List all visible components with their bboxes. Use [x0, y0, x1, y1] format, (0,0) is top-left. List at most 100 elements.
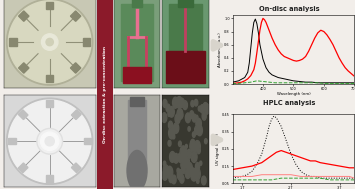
Circle shape [197, 125, 202, 136]
Y-axis label: Absorbance (a.u.): Absorbance (a.u.) [218, 32, 222, 67]
Circle shape [42, 34, 58, 50]
Circle shape [182, 157, 186, 164]
Circle shape [196, 118, 201, 129]
Circle shape [175, 114, 180, 124]
Circle shape [187, 149, 191, 158]
Circle shape [187, 156, 189, 160]
Circle shape [195, 163, 200, 170]
Bar [178, 0, 193, 7]
Circle shape [176, 97, 182, 108]
Bar [132, 0, 142, 7]
Circle shape [194, 99, 198, 106]
Circle shape [187, 169, 190, 173]
Circle shape [162, 170, 168, 180]
Circle shape [185, 169, 190, 178]
Circle shape [198, 106, 201, 111]
Circle shape [178, 153, 183, 162]
Circle shape [191, 168, 197, 181]
Circle shape [163, 161, 166, 166]
Circle shape [192, 142, 197, 152]
Circle shape [9, 1, 91, 83]
Circle shape [170, 153, 175, 162]
Bar [18, 110, 28, 120]
Bar [71, 110, 81, 120]
Bar [124, 67, 151, 83]
Bar [18, 11, 29, 21]
Circle shape [177, 108, 183, 120]
Circle shape [182, 165, 186, 173]
Circle shape [46, 38, 53, 46]
Circle shape [202, 112, 206, 120]
Circle shape [170, 152, 175, 162]
Circle shape [169, 127, 175, 139]
Circle shape [190, 141, 196, 152]
Bar [9, 38, 17, 46]
Bar [70, 11, 81, 21]
Bar [18, 63, 29, 73]
Circle shape [188, 127, 190, 131]
Circle shape [168, 112, 170, 116]
Circle shape [192, 168, 195, 174]
Circle shape [180, 113, 183, 118]
Circle shape [179, 154, 183, 162]
Circle shape [177, 170, 183, 180]
Circle shape [173, 97, 178, 108]
Circle shape [180, 175, 184, 183]
Circle shape [127, 150, 147, 189]
Circle shape [203, 102, 208, 113]
Bar [130, 97, 144, 106]
Bar [46, 75, 53, 82]
Circle shape [183, 101, 187, 110]
Circle shape [186, 162, 192, 174]
Circle shape [177, 168, 179, 173]
Bar [71, 163, 81, 173]
Circle shape [168, 140, 171, 146]
Circle shape [191, 101, 194, 107]
Circle shape [174, 102, 177, 108]
Bar [47, 175, 53, 183]
Circle shape [176, 101, 179, 107]
Bar [166, 51, 204, 83]
Bar [121, 4, 153, 81]
Circle shape [194, 141, 200, 152]
Circle shape [190, 139, 195, 148]
Circle shape [7, 98, 93, 184]
Circle shape [7, 0, 93, 85]
Bar [70, 63, 81, 73]
Circle shape [194, 168, 200, 180]
Circle shape [192, 132, 195, 137]
Circle shape [185, 144, 187, 148]
Circle shape [166, 166, 173, 178]
Text: On-disc analysis: On-disc analysis [259, 6, 320, 12]
Circle shape [192, 114, 196, 122]
Bar [84, 138, 91, 144]
Circle shape [204, 139, 207, 144]
Bar [83, 38, 90, 46]
Circle shape [171, 175, 176, 184]
Bar [18, 163, 28, 173]
Circle shape [204, 104, 209, 114]
Circle shape [190, 111, 194, 119]
Bar [47, 100, 53, 107]
Circle shape [169, 175, 173, 183]
Circle shape [166, 104, 170, 112]
Circle shape [196, 115, 198, 120]
Circle shape [197, 147, 200, 154]
Circle shape [40, 132, 59, 150]
Circle shape [173, 135, 175, 139]
Circle shape [181, 161, 185, 169]
Circle shape [185, 113, 191, 123]
Text: HPLC analysis: HPLC analysis [263, 100, 316, 106]
Circle shape [191, 168, 195, 177]
Circle shape [180, 98, 184, 107]
Circle shape [196, 172, 200, 180]
Circle shape [183, 155, 189, 167]
Circle shape [169, 107, 174, 117]
Circle shape [200, 161, 202, 165]
Circle shape [45, 137, 54, 146]
Circle shape [163, 165, 168, 175]
Circle shape [195, 126, 199, 135]
Circle shape [169, 121, 173, 129]
Y-axis label: UV signal (mAU): UV signal (mAU) [216, 133, 220, 165]
Circle shape [193, 142, 196, 149]
